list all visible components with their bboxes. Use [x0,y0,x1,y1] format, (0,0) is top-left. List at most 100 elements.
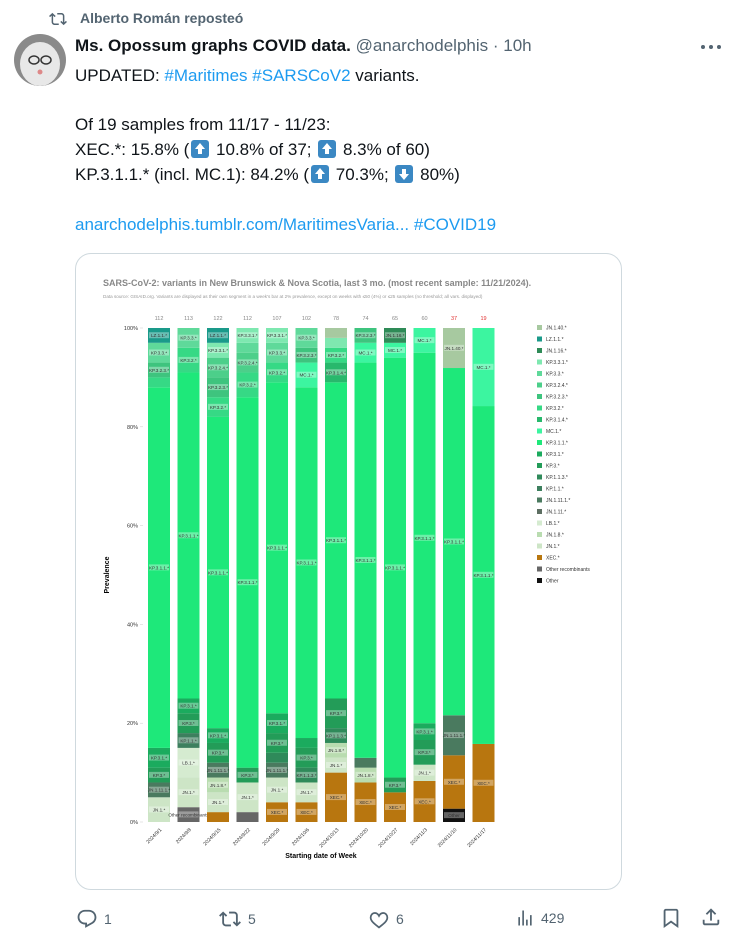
post-line: UPDATED: #Maritimes #SARSCoV2 variants. [75,66,420,86]
legend-label: JN.1.* [546,544,560,550]
segment-label-bg [149,786,169,793]
bar-segment [295,767,318,783]
segment-label: KP.3.3.* [269,351,285,356]
segment-label: JN.1.* [182,790,195,795]
bar-segment [413,723,436,740]
bar-segment [295,387,318,739]
segment-label-bg [178,334,199,341]
bar-segment [236,372,259,398]
bar-segment [354,342,377,363]
segment-label-bg [326,710,346,717]
sample-count: 37 [451,316,457,322]
bar-segment [266,802,288,822]
bar-segment [236,328,259,343]
segment-label-bg [326,761,346,768]
link[interactable]: anarchodelphis.tumblr.com/MaritimesVaria… [75,215,410,234]
post-time[interactable]: · 10h [492,36,532,55]
segment-label-bg [208,384,228,391]
share-button[interactable] [700,906,722,928]
legend-label: JN.1.8.* [546,533,564,539]
segment-label: KP.3.1.* [269,721,285,726]
media-card[interactable]: SARS-CoV-2: variants in New Brunswick & … [75,253,622,890]
views-button[interactable]: 429 [515,908,564,928]
bar-segment [413,739,436,765]
chart-title: SARS-CoV-2: variants in New Brunswick & … [103,278,531,288]
legend-label: KP.3.2.* [546,406,564,412]
segment-label: KP.3.1.* [210,733,226,738]
bar-segment [443,328,465,369]
segment-label: KP.3.* [418,750,431,755]
sample-count: 78 [333,316,339,322]
legend-swatch [537,532,542,537]
text: variants. [350,66,420,85]
segment-label-bg [355,332,376,339]
hashtag[interactable]: #COVID19 [413,215,497,234]
bar-segment [236,397,259,768]
segment-label-bg [326,747,346,754]
segment-label-bg [237,381,258,388]
segment-label: KP.3.2.* [210,405,226,410]
segment-label: MC.1.* [358,351,372,356]
bar-segment [325,728,347,743]
y-tick-label: 0% [130,820,138,826]
segment-label-bg [414,798,435,805]
like-button[interactable]: 6 [368,908,404,930]
segment-label-bg [267,544,287,551]
bar-segment [354,782,377,822]
segment-label-bg [385,564,405,571]
segment-label: KP.3.2.3.* [355,333,375,338]
segment-label-bg [355,771,376,778]
legend-label: JN.1.40.* [546,326,567,332]
segment-label: JN.1.11.1.* [266,768,289,773]
segment-label: KP.3.2.* [269,370,285,375]
hashtag[interactable]: #Maritimes [164,66,248,85]
bar-segment [266,777,288,803]
bookmark-button[interactable] [660,907,682,929]
segment-label-bg [296,808,317,815]
bar-segment [236,812,259,822]
segment-label: KP.3.2.3.* [149,368,169,373]
segment-label: KP.3.* [271,741,284,746]
segment-label: XEC.* [271,810,284,815]
bar-segment [384,328,406,343]
author-handle[interactable]: @anarchodelphis [355,36,489,55]
repost-count: 5 [248,911,256,927]
segment-label: KP.3.* [389,783,402,788]
reply-button[interactable]: 1 [76,908,112,930]
bar-segment [384,777,406,793]
bar-segment [207,342,229,358]
hashtag[interactable]: #SARSCoV2 [252,66,351,85]
segment-label-bg [296,351,317,358]
segment-label-bg [296,334,317,341]
segment-label: MC.1.* [299,373,313,378]
bar-segment [177,777,200,808]
segment-label-bg [326,732,346,739]
segment-label-bg [296,754,317,761]
author-line: Ms. Opossum graphs COVID data. @anarchod… [75,36,532,56]
segment-label: JN.1.16.* [386,333,405,338]
avatar[interactable] [14,34,66,86]
repost-label: Alberto Román reposteó [80,10,244,26]
author-name[interactable]: Ms. Opossum graphs COVID data. [75,36,351,55]
segment-label: KP.3.* [153,773,166,778]
segment-label-bg [237,771,258,778]
segment-label-bg [208,332,228,339]
segment-label: JN.1.* [153,807,166,812]
segment-label: LZ.1.1.* [151,333,167,338]
bar-segment [266,328,288,343]
bar-segment [325,757,347,773]
more-menu[interactable] [700,40,722,54]
segment-label: XEC.* [330,795,343,800]
bar-segment [413,328,436,353]
text: 8.3% of 60) [338,140,430,159]
segment-label-bg [149,349,169,356]
segment-label: KP.3.1.1.* [473,573,493,578]
segment-label: KP.3.2.* [239,383,255,388]
segment-label-bg [326,794,346,801]
legend-swatch [537,463,542,468]
repost-button[interactable]: 5 [218,908,256,930]
bar-segment [384,792,406,822]
segment-label-bg [296,789,317,796]
bar-segment [148,377,170,388]
segment-label-bg [385,332,405,339]
